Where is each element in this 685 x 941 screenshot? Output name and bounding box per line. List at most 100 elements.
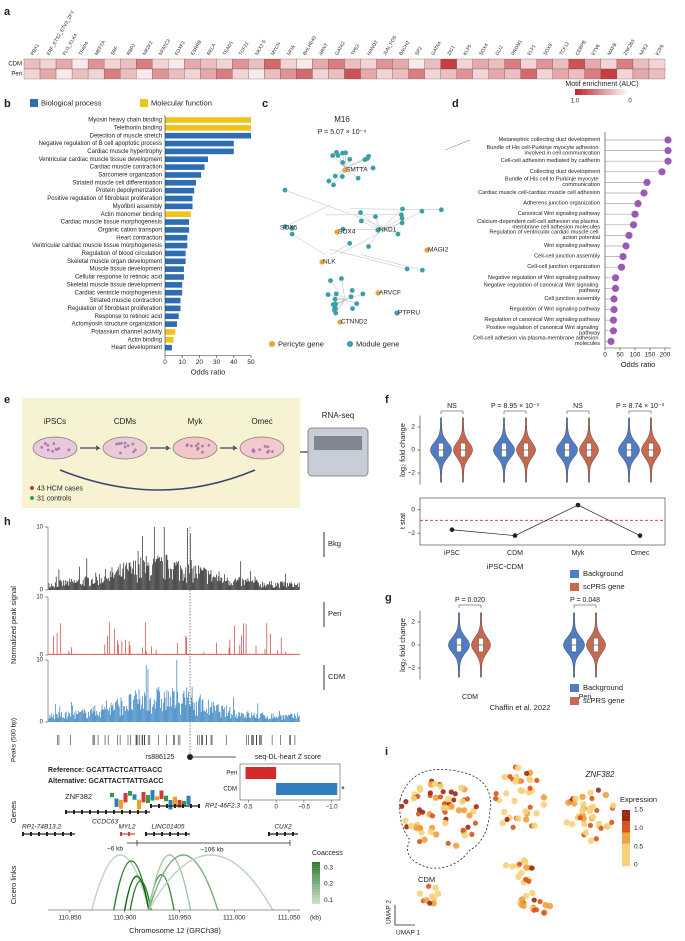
lollipop-dot — [609, 327, 618, 335]
exon — [198, 804, 200, 808]
motif-label: NFE2 — [639, 43, 650, 57]
cell-point — [515, 764, 522, 772]
frame — [239, 763, 341, 801]
network-node — [350, 306, 355, 312]
heat-cell — [488, 68, 505, 80]
note: 31 controls — [37, 495, 72, 502]
y-tick-label: 0 — [40, 588, 44, 594]
heat-cell — [200, 58, 217, 70]
colorbar-cell — [594, 89, 598, 95]
lollipop-dot — [664, 157, 672, 165]
bar — [165, 329, 176, 335]
bar — [165, 117, 251, 123]
legend-label: scPRS gene — [583, 582, 625, 591]
cell-point — [460, 807, 468, 814]
colorbar-cell — [312, 887, 320, 890]
cell-point — [602, 791, 610, 799]
colorbar-tick: 0.1 — [324, 897, 333, 904]
cell — [132, 450, 135, 454]
heat-cell — [264, 68, 281, 80]
x-tick-label: 20 — [196, 359, 204, 366]
x-tick-label: Omec — [631, 550, 650, 557]
track-label: CDM — [328, 672, 345, 681]
lollipop-dot — [643, 178, 651, 186]
bar-label: Response to retinoic acid — [95, 314, 162, 320]
term-label: Canonical Wnt signaling pathway — [518, 212, 601, 218]
gene-name: LINC01405 — [152, 824, 185, 831]
exon — [145, 810, 147, 814]
exon — [89, 810, 91, 814]
colorbar-cell — [622, 849, 630, 853]
cell-point — [537, 899, 543, 905]
gene-node — [375, 290, 381, 296]
heat-cell — [440, 68, 457, 80]
colorbar-cell — [622, 821, 630, 825]
heat-cell — [616, 58, 634, 70]
cell-point — [523, 864, 530, 871]
bar — [165, 305, 181, 312]
colorbar-cell — [312, 899, 320, 902]
motif-label: FOXF2 — [174, 40, 187, 57]
network-node — [373, 214, 378, 220]
x-tick-label: iPSC — [444, 550, 460, 557]
motif-label: ZNF263 — [623, 38, 637, 56]
network-edge — [291, 233, 326, 255]
cell — [196, 446, 200, 450]
cell-point — [515, 873, 522, 881]
bar-label: Actin binding — [128, 337, 162, 343]
step-label: Omec — [251, 417, 272, 426]
heat-cell — [472, 58, 489, 70]
y-tick-label: −2 — [408, 530, 416, 537]
cicero-link — [148, 854, 274, 911]
bar — [165, 258, 186, 265]
cell-point — [589, 795, 595, 802]
lollipop-dot — [664, 147, 672, 155]
heat-cell — [232, 68, 249, 80]
bar — [165, 242, 188, 249]
exon — [166, 804, 168, 808]
distance-label: ~106 kb — [200, 847, 224, 854]
x-axis-label: Odds ratio — [191, 367, 226, 376]
exon — [150, 804, 152, 808]
bracket — [566, 410, 590, 414]
cicero-link — [124, 875, 150, 911]
panel-label: h — [4, 516, 11, 528]
x-axis-label: Odds ratio — [621, 360, 656, 369]
exon — [105, 810, 107, 814]
exon — [177, 832, 179, 836]
heat-cell — [87, 68, 105, 80]
colorbar-cell — [622, 835, 630, 839]
heat-cell — [280, 58, 297, 70]
colorbar-tick: 1.5 — [634, 807, 643, 814]
term-label: Cell-cell junction assembly — [534, 254, 600, 260]
network-node — [339, 174, 345, 179]
colorbar-cell — [622, 852, 630, 855]
gene-name: RP1-74B13.2 — [22, 824, 61, 831]
y-tick-label: −2 — [408, 665, 416, 672]
gene-node — [342, 167, 348, 173]
term-label: Calcium-dependent cell-cell adhesion via… — [477, 219, 600, 231]
colorbar-cell — [575, 89, 578, 95]
network-node — [330, 153, 336, 158]
heat-cell — [87, 58, 105, 70]
cell-point — [518, 901, 526, 909]
cell-point — [464, 796, 471, 802]
colorbar-cell — [622, 857, 630, 861]
cell — [40, 445, 44, 449]
cell-point — [595, 820, 603, 828]
colorbar-cell — [627, 89, 631, 95]
heat-cell — [552, 58, 570, 70]
gene-node — [424, 247, 430, 253]
heat-cell — [472, 68, 489, 80]
motif-logo — [150, 790, 155, 801]
exon — [62, 832, 64, 836]
colorbar-title: Expression — [620, 795, 657, 804]
heat-cell — [55, 58, 73, 70]
motif-logo — [110, 792, 114, 798]
colorbar-cell — [616, 89, 620, 95]
panel-label: i — [385, 746, 388, 758]
motif-label: ZIC1 — [446, 44, 457, 56]
colorbar-cell — [622, 838, 630, 841]
heat-cell — [312, 68, 329, 80]
legend-swatch — [570, 583, 579, 591]
